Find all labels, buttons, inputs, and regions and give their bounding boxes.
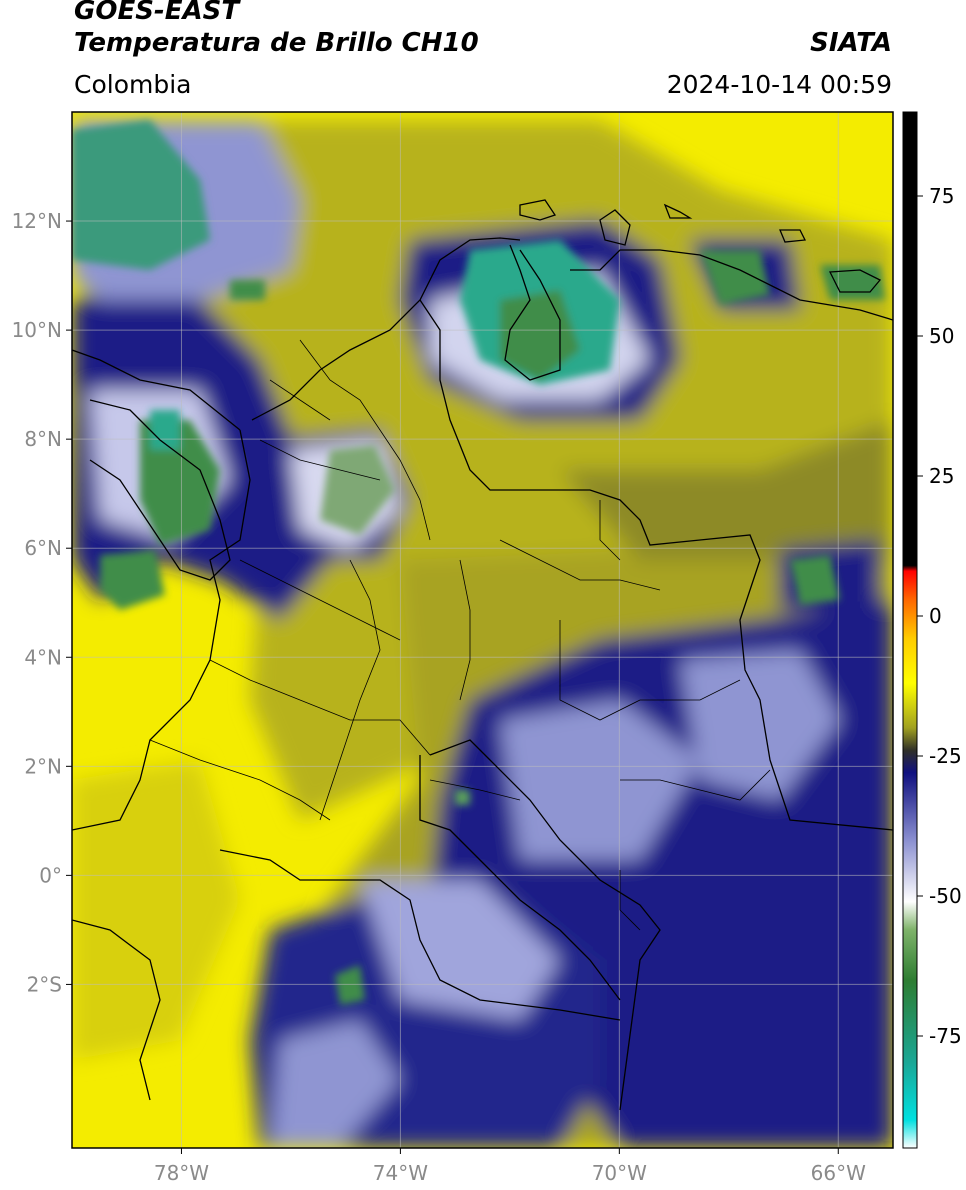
region-label: Colombia xyxy=(74,70,192,99)
colorbar-tick-label: 75 xyxy=(929,184,954,208)
product-title: Temperatura de Brillo CH10 xyxy=(74,28,479,58)
longitude-ticks: 78°W 74°W 70°W 66°W xyxy=(154,1148,866,1185)
paraguana-peninsula xyxy=(599,209,631,246)
colorbar-gradient xyxy=(902,111,918,1149)
colombia-venezuela-border xyxy=(419,299,893,831)
central-america-coast xyxy=(72,349,241,431)
colorbar-tick-label: 25 xyxy=(929,464,954,488)
lon-tick-label: 66°W xyxy=(811,1161,866,1185)
latitude-ticks: 12°N 10°N 8°N 6°N 4°N 2°N 0° 2°S xyxy=(12,209,72,996)
lon-tick-label: 74°W xyxy=(373,1161,428,1185)
colombia-ecuador-border xyxy=(219,849,621,1021)
aruba-island xyxy=(519,199,557,221)
ecuador-coast xyxy=(72,919,161,1101)
caribbean-coastline xyxy=(251,237,521,421)
lat-tick-label: 4°N xyxy=(24,645,62,669)
brightness-temperature-field xyxy=(72,112,893,1148)
lon-tick-label: 78°W xyxy=(154,1161,209,1185)
lat-tick-label: 2°N xyxy=(24,754,62,778)
lat-tick-label: 12°N xyxy=(12,209,62,233)
country-borders xyxy=(72,199,893,1111)
map-frame xyxy=(71,111,894,1149)
colorbar-tick-label: -25 xyxy=(929,744,962,768)
trinidad-island xyxy=(828,269,882,293)
department-borders xyxy=(149,339,771,931)
lake-maracaibo xyxy=(504,244,561,381)
colorbar-tick-label: -75 xyxy=(929,1024,962,1048)
colorbar-ticks: 75 50 25 0 -25 -50 -75 xyxy=(917,184,962,1048)
colombia-peru-border xyxy=(419,755,621,1001)
graticule xyxy=(72,112,893,1148)
island-1 xyxy=(779,229,807,243)
colombia-brazil-border xyxy=(429,739,661,1111)
colorbar-tick-label: -50 xyxy=(929,884,962,908)
colorbar-tick-label: 0 xyxy=(929,604,942,628)
colorbar-tick-label: 50 xyxy=(929,324,954,348)
lat-tick-label: 6°N xyxy=(24,536,62,560)
satellite-title: GOES-EAST xyxy=(74,0,240,26)
datetime-label: 2024-10-14 00:59 xyxy=(666,70,892,99)
colorbar: 75 50 25 0 -25 -50 -75 xyxy=(902,111,962,1149)
panama-coast xyxy=(89,399,231,581)
lat-tick-label: 2°S xyxy=(27,972,62,996)
lat-tick-label: 10°N xyxy=(12,318,62,342)
island-2 xyxy=(663,203,693,219)
agency-label: SIATA xyxy=(810,28,892,58)
lat-tick-label: 8°N xyxy=(24,427,62,451)
venezuela-coast xyxy=(570,249,893,321)
lat-tick-label: 0° xyxy=(39,863,62,887)
lon-tick-label: 70°W xyxy=(592,1161,647,1185)
